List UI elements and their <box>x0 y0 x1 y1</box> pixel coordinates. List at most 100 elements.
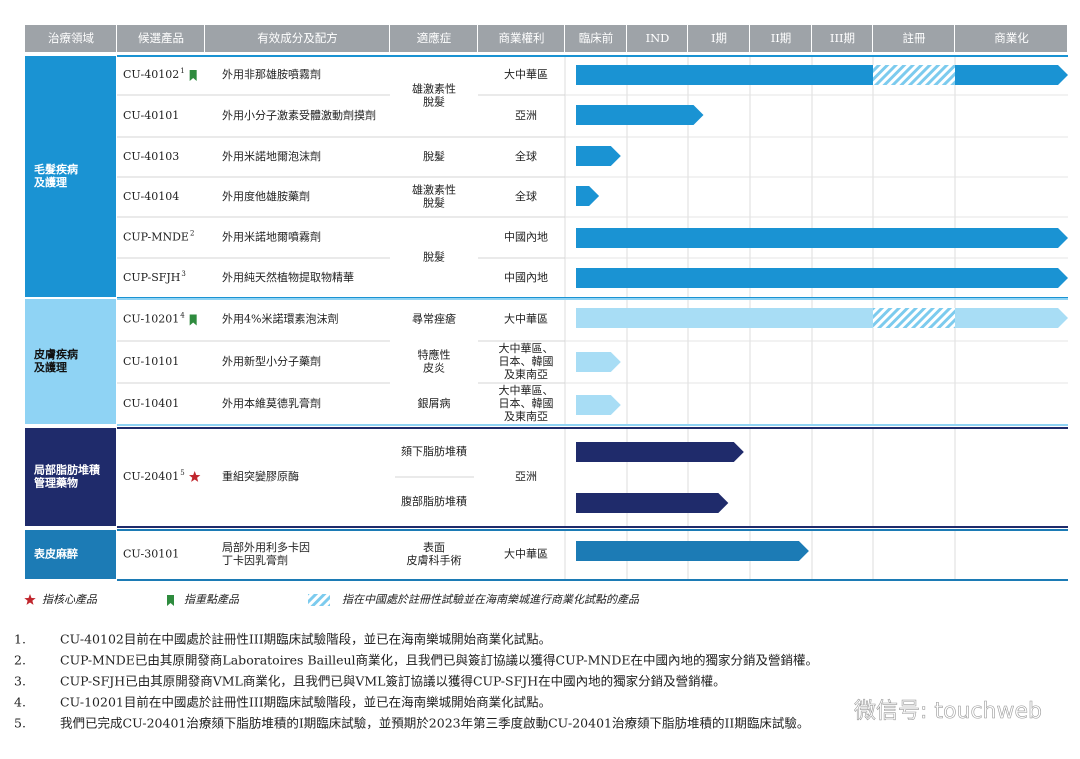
header-label: 有效成分及配方 <box>257 31 338 45</box>
indication: 脫髮 <box>423 196 445 210</box>
header-label: I期 <box>711 31 727 45</box>
header-label: 適應症 <box>417 31 452 45</box>
indication: 特應性 <box>418 348 451 362</box>
header-label: 商業權利 <box>499 31 545 45</box>
ingredient: 丁卡因乳膏劑 <box>222 553 288 567</box>
indication: 頦下脂肪堆積 <box>401 444 467 458</box>
legend-label: 指核心產品 <box>42 593 98 606</box>
progress-bar <box>576 228 1068 248</box>
product-code: CU-20401 <box>123 470 179 483</box>
trial-hatch <box>873 308 955 328</box>
watermark: 微信号: touchweb <box>854 699 1042 724</box>
product-code: CUP-MNDE <box>123 231 189 244</box>
trial-hatch <box>873 65 955 85</box>
progress-bar <box>576 105 704 125</box>
section-cell <box>25 56 116 297</box>
indication: 皮膚科手術 <box>407 553 462 567</box>
footnote-number: 4. <box>14 695 26 710</box>
header-label: 商業化 <box>994 31 1029 45</box>
ingredient: 外用純天然植物提取物精華 <box>222 270 354 284</box>
legend-label: 指在中國處於註冊性試驗並在海南樂城進行商業化試點的產品 <box>342 593 640 606</box>
header-label: 註冊 <box>903 31 926 45</box>
legend-key <box>167 595 174 606</box>
footnote-ref: 5 <box>180 469 184 477</box>
indication: 脫髮 <box>423 95 445 109</box>
section-label: 表皮麻醉 <box>33 547 78 561</box>
rights: 大中華區 <box>504 547 548 561</box>
product-code: CU-40102 <box>123 68 179 81</box>
header-cell <box>390 25 477 52</box>
ingredient: 重組突變膠原酶 <box>222 469 299 483</box>
product-code: CU-10201 <box>123 313 179 326</box>
header-label: 臨床前 <box>579 31 614 45</box>
indication: 脫髮 <box>423 149 445 163</box>
ingredient: 外用新型小分子藥劑 <box>222 354 321 368</box>
indication: 銀屑病 <box>418 396 451 410</box>
indication: 雄激素性 <box>412 82 456 96</box>
rights: 大中華區 <box>504 312 548 326</box>
header-cell <box>750 25 811 52</box>
rights: 及東南亞 <box>504 368 548 381</box>
rights: 大中華區、 <box>499 383 554 397</box>
ingredient: 局部外用利多卡因 <box>222 540 310 554</box>
header-cell <box>688 25 749 52</box>
ingredient: 外用本維莫德乳膏劑 <box>222 396 321 410</box>
header-cell <box>873 25 954 52</box>
indication: 脫髮 <box>423 250 445 264</box>
progress-bar <box>576 186 600 206</box>
footnote-number: 1. <box>14 632 26 647</box>
product-code: CU-40101 <box>123 109 179 122</box>
ingredient: 外用4%米諾環素泡沫劑 <box>222 312 338 326</box>
footnote-text: CUP-SFJH已由其原開發商VML商業化，且我們已與VML簽訂協議以獲得CUP… <box>60 674 726 689</box>
header-label: IND <box>646 31 670 45</box>
rights: 大中華區、 <box>499 341 554 355</box>
footnote-text: CU-40102目前在中國處於註冊性III期臨床試驗階段，並已在海南樂城開始商業… <box>60 632 551 647</box>
rights: 全球 <box>515 149 537 163</box>
footnote-text: 我們已完成CU-20401治療頦下脂肪堆積的I期臨床試驗，並預期於2023年第三… <box>60 716 809 731</box>
key-marker <box>189 314 197 326</box>
rights: 大中華區 <box>504 67 548 81</box>
legend-hatch <box>308 594 330 606</box>
footnote-number: 3. <box>14 674 26 689</box>
product-code: CU-40103 <box>123 150 179 163</box>
section-label: 局部脂肪堆積 <box>33 463 101 477</box>
header-cell <box>627 25 687 52</box>
footnote-number: 2. <box>14 653 26 668</box>
footnote-ref: 4 <box>180 312 185 320</box>
header-cell <box>25 25 116 52</box>
progress-bar <box>576 268 1068 288</box>
progress-bar <box>576 146 621 166</box>
header-cell <box>955 25 1067 52</box>
ingredient: 外用米諾地爾泡沫劑 <box>222 149 321 163</box>
progress-bar <box>576 442 744 462</box>
rights: 中國內地 <box>504 271 548 284</box>
rights: 及東南亞 <box>504 410 548 423</box>
indication: 表面 <box>423 540 445 554</box>
footnote-text: CU-10201目前在中國處於註冊性III期臨床試驗階段，並已在海南樂城開始商業… <box>60 695 551 710</box>
progress-bar <box>576 493 729 513</box>
section-label: 皮膚疾病 <box>33 347 78 361</box>
header-cell <box>478 25 564 52</box>
section-cell <box>25 299 116 424</box>
indication: 尋常痤瘡 <box>412 312 456 326</box>
section-cell <box>25 530 116 579</box>
key-marker <box>189 70 197 81</box>
ingredient: 外用度他雄胺藥劑 <box>222 189 310 203</box>
core-marker <box>189 471 201 482</box>
section-label: 毛髮疾病 <box>34 162 78 176</box>
rights: 日本、韓國 <box>499 354 554 368</box>
product-code: CU-10101 <box>123 355 179 368</box>
legend-core <box>24 594 36 605</box>
progress-bar <box>576 65 1068 85</box>
rights: 日本、韓國 <box>499 396 554 410</box>
section-label: 及護理 <box>34 360 67 374</box>
indication: 雄激素性 <box>412 183 456 197</box>
rights: 全球 <box>515 189 537 203</box>
header-cell <box>117 25 204 52</box>
product-code: CU-30101 <box>123 548 179 561</box>
progress-bar <box>576 308 1068 328</box>
header-label: 候選產品 <box>138 31 184 45</box>
footnote-ref: 1 <box>180 67 184 75</box>
